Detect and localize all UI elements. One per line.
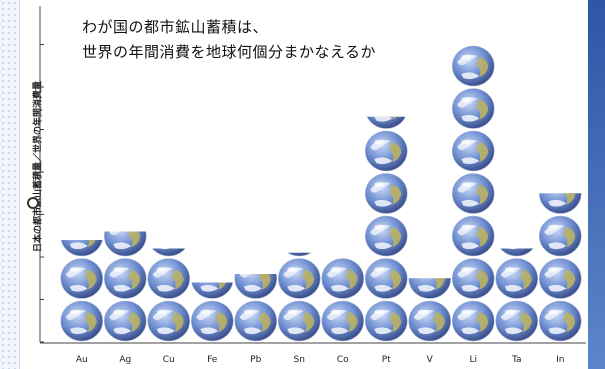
chart-plot: Au Ag Cu Fe Pb Sn Co Pt V Li Ta In — [39, 6, 586, 365]
earth-globe-icon — [147, 258, 191, 299]
bar-In — [538, 193, 582, 342]
earth-globe-icon — [103, 300, 147, 342]
earth-globe-icon — [60, 240, 103, 257]
earth-globe-icon — [451, 173, 495, 214]
earth-globe-icon — [408, 300, 452, 342]
earth-globe-icon — [60, 258, 104, 299]
bar-Pb — [234, 274, 278, 342]
bar-Co — [321, 258, 365, 342]
earth-globe-icon — [60, 300, 104, 342]
x-tick-label: Co — [337, 355, 349, 365]
earth-globe-icon — [364, 130, 408, 172]
partial-globe — [60, 240, 103, 257]
partial-globe — [408, 278, 452, 299]
earth-globe-icon — [321, 258, 365, 299]
partial-globe — [499, 248, 534, 257]
bar-V — [408, 278, 452, 342]
earth-globe-icon — [277, 258, 321, 299]
earth-globe-icon — [151, 248, 186, 257]
chart-title-line1: わが国の都市鉱山蓄積は、 — [82, 18, 269, 36]
x-tick-label: Ta — [511, 355, 522, 365]
earth-globe-icon — [495, 258, 539, 299]
bar-Fe — [190, 282, 234, 342]
x-tick-label: Cu — [163, 355, 175, 365]
earth-globe-icon — [451, 300, 495, 342]
slide-border-strip — [588, 0, 605, 369]
earth-globe-icon — [451, 45, 495, 87]
earth-globe-icon — [408, 278, 452, 299]
earth-globe-icon — [538, 258, 582, 299]
earth-globe-icon — [190, 300, 234, 342]
x-tick-label: Pb — [250, 355, 261, 365]
x-tick-label: Fe — [207, 355, 218, 365]
partial-globe — [103, 231, 147, 257]
earth-globe-icon — [191, 282, 234, 299]
x-tick-label: In — [556, 355, 564, 365]
earth-globe-icon — [538, 215, 582, 257]
bar-Cu — [147, 248, 191, 342]
x-tick-label: Au — [76, 355, 88, 365]
earth-globe-icon — [451, 130, 495, 172]
bar-Au — [60, 240, 104, 342]
earth-globe-icon — [234, 300, 278, 342]
earth-globe-icon — [451, 258, 495, 299]
chart-title-line2: 世界の年間消費を地球何個分まかなえるか — [82, 43, 377, 61]
bar-Pt — [364, 116, 408, 342]
x-tick-label: Ag — [119, 355, 131, 365]
bar-Sn — [277, 252, 321, 342]
earth-globe-icon — [538, 300, 582, 342]
earth-globe-icon — [364, 173, 408, 214]
earth-globe-icon — [364, 258, 408, 299]
x-tick-label: Pt — [382, 355, 391, 365]
partial-globe — [151, 248, 186, 257]
earth-globe-icon — [499, 248, 534, 257]
earth-globe-icon — [277, 300, 321, 342]
bar-Ag — [103, 231, 147, 342]
bar-Ta — [495, 248, 539, 342]
partial-globe — [234, 274, 278, 299]
partial-globe — [538, 193, 582, 214]
partial-globe — [366, 116, 406, 129]
earth-globe-icon — [321, 300, 365, 342]
axis-marker-circle — [27, 197, 39, 209]
partial-globe — [191, 282, 234, 299]
earth-globe-icon — [234, 274, 278, 299]
earth-globe-icon — [147, 300, 191, 342]
earth-globe-icon — [366, 116, 406, 129]
chart-panel: わが国の都市鉱山蓄積は、 世界の年間消費を地球何個分まかなえるか 日本の都市鉱山… — [19, 0, 588, 369]
earth-globe-icon — [287, 252, 312, 257]
partial-globe — [287, 252, 312, 257]
earth-globe-icon — [364, 215, 408, 257]
x-tick-label: V — [427, 355, 434, 365]
earth-globe-icon — [451, 88, 495, 129]
bar-Li — [451, 45, 495, 342]
earth-globe-icon — [495, 300, 539, 342]
earth-globe-icon — [103, 231, 147, 257]
earth-globe-icon — [103, 258, 147, 299]
earth-globe-icon — [538, 193, 582, 214]
x-tick-label: Sn — [294, 355, 305, 365]
earth-globe-icon — [451, 215, 495, 257]
earth-globe-icon — [364, 300, 408, 342]
x-tick-label: Li — [469, 355, 477, 365]
